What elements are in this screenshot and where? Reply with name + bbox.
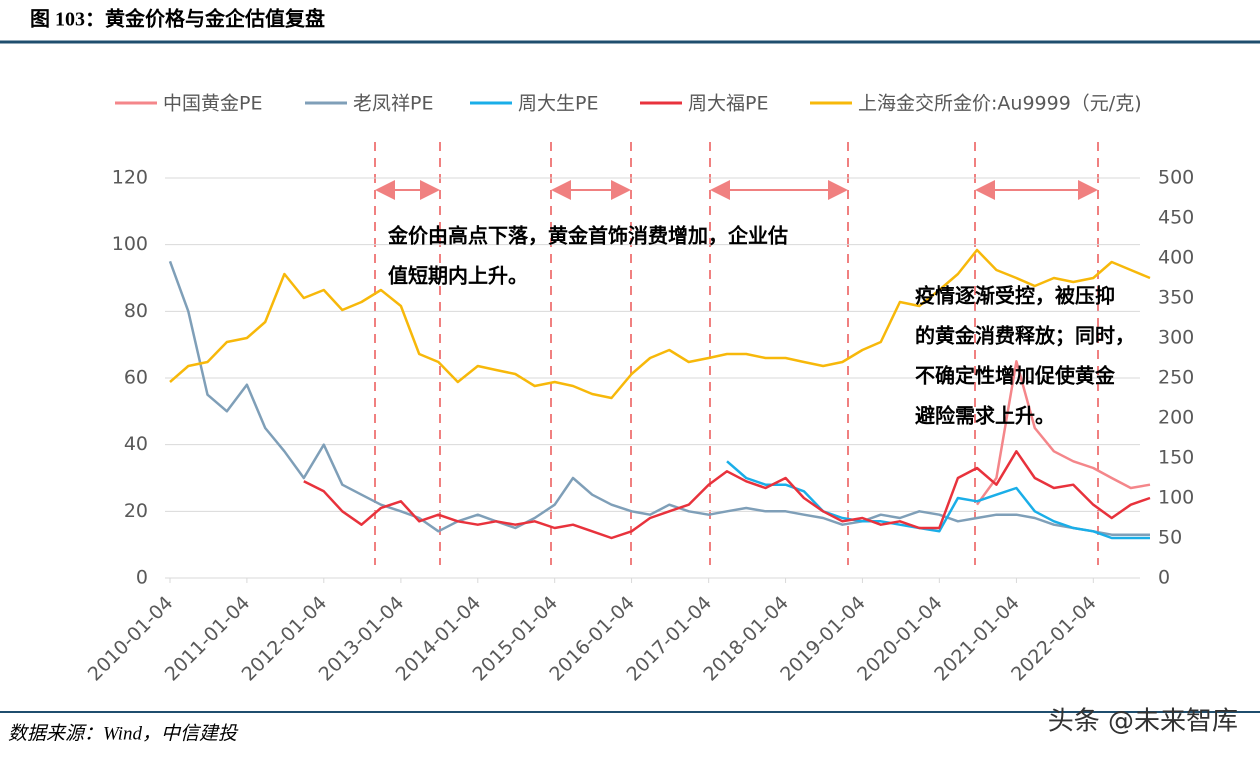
series-line [169,248,1151,400]
legend-label: 周大福PE [688,93,768,115]
y-tick-label: 0 [136,567,148,589]
y-tick-label: 120 [112,167,148,189]
legend-label: 上海金交所金价:Au9999（元/克) [858,93,1142,115]
y2-tick-label: 100 [1158,487,1194,509]
y-tick-label: 100 [112,233,148,255]
series-line [726,460,1150,540]
y2-tick-label: 400 [1158,247,1194,269]
watermark: 头条 @未来智库 [1048,707,1238,737]
annotation: 值短期内上升。 [388,264,528,288]
y-tick-label: 60 [124,367,148,389]
y-tick-label: 20 [124,500,148,522]
y-tick-label: 40 [124,433,148,455]
y-tick-label: 80 [124,300,148,322]
annotation: 避险需求上升。 [915,404,1055,428]
period-lines [374,142,1099,565]
legend-label: 周大生PE [518,93,598,115]
y2-tick-label: 250 [1158,367,1194,389]
series-line [168,260,1150,536]
y2-tick-label: 300 [1158,327,1194,349]
y2-tick-label: 350 [1158,287,1194,309]
legend-label: 老凤祥PE [353,93,433,115]
chart-title: 图 103：黄金价格与金企估值复盘 [30,7,325,31]
y2-tick-label: 0 [1158,567,1170,589]
series-line [975,360,1151,506]
source: 数据来源：Wind，中信建投 [8,723,239,744]
y2-tick-label: 450 [1158,207,1194,229]
annotation: 不确定性增加促使黄金 [915,364,1116,388]
y2-tick-label: 200 [1158,407,1194,429]
y2-tick-label: 150 [1158,447,1194,469]
legend-label: 中国黄金PE [163,93,262,115]
annotation: 疫情逐渐受控，被压抑 [915,284,1115,308]
annotation: 的黄金消费释放；同时， [915,324,1135,348]
y2-tick-label: 50 [1158,527,1182,549]
y2-tick-label: 500 [1158,167,1194,189]
series-line [303,450,1151,540]
annotation: 金价由高点下落，黄金首饰消费增加，企业估 [387,224,788,248]
